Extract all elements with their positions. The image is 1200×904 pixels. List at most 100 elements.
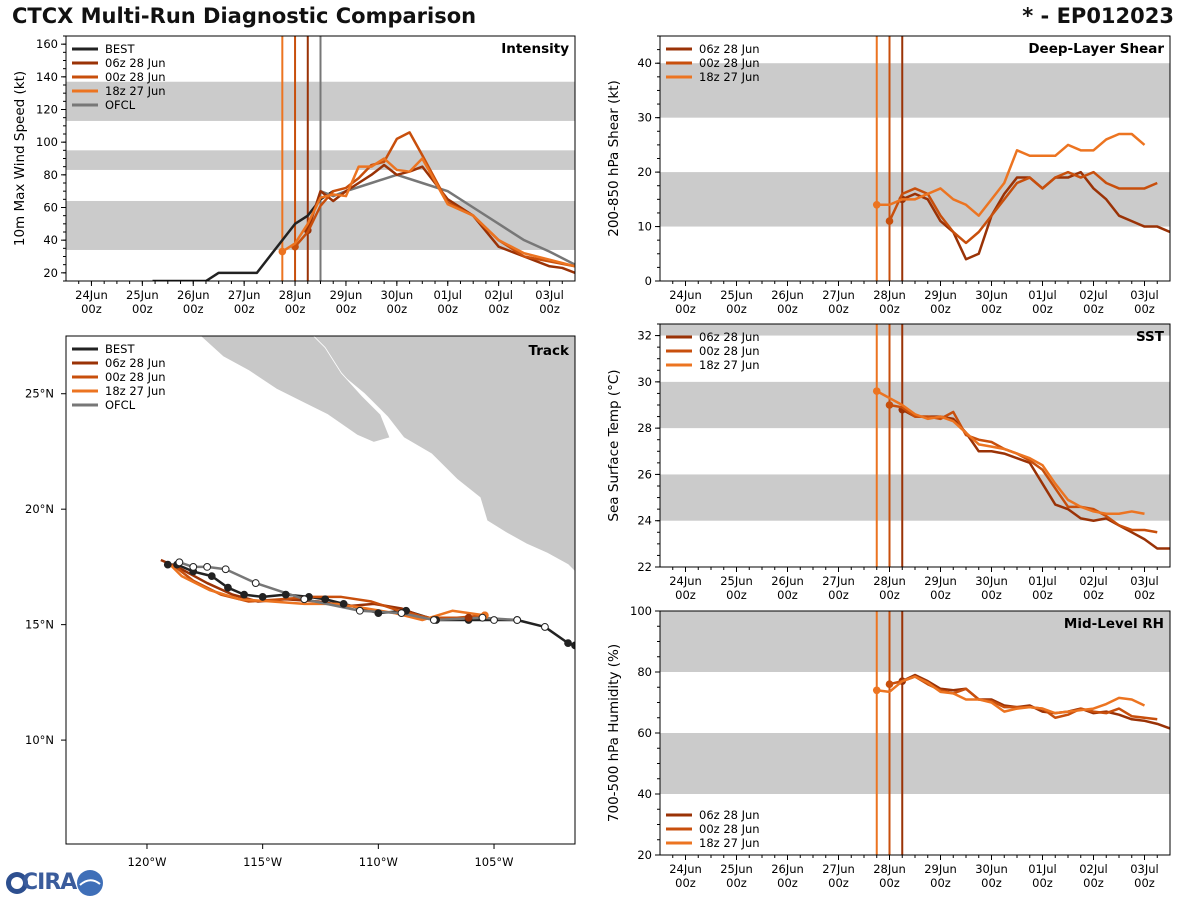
x-tick-day: 01Jul <box>1028 574 1057 588</box>
x-tick-hour: 00z <box>1083 302 1104 316</box>
series-18z-27-jun <box>876 132 1146 217</box>
x-tick-hour: 00z <box>1134 302 1155 316</box>
track-point-best <box>321 595 330 604</box>
x-tick-hour: 00z <box>828 302 849 316</box>
x-tick-hour: 00z <box>981 876 1002 890</box>
x-tick-hour: 00z <box>828 876 849 890</box>
storm-id: * - EP012023 <box>1022 4 1174 28</box>
x-tick-day: 30Jun <box>975 574 1008 588</box>
legend-label-06z-28-jun: 06z 28 Jun <box>699 42 760 56</box>
legend-label-18z-27-jun: 18z 27 Jun <box>105 384 166 398</box>
x-tick-day: 28Jun <box>873 288 906 302</box>
track-point-ofcl <box>251 579 260 587</box>
y-tick-label: 28 <box>637 421 652 435</box>
y-tick-label: 80 <box>43 168 58 182</box>
x-tick-hour: 00z <box>285 302 306 316</box>
track-point-best <box>564 639 572 648</box>
y-tick-label: 0 <box>645 274 652 288</box>
series-18z-27-jun <box>281 157 575 268</box>
x-tick-day: 28Jun <box>279 288 312 302</box>
track-point-ofcl <box>221 565 230 574</box>
init-marker-00z-28-jun <box>885 680 894 688</box>
legend-label-ofcl: OFCL <box>105 398 136 412</box>
x-tick-day: 29Jun <box>924 288 957 302</box>
track-point-best <box>240 590 249 599</box>
band-0 <box>660 474 1170 521</box>
panel-title: Deep-Layer Shear <box>1028 41 1164 57</box>
y-tick-label: 60 <box>43 201 58 215</box>
x-tick-hour: 00z <box>183 302 204 316</box>
x-tick-day: 02Jul <box>1079 862 1108 876</box>
x-tick-day: 02Jul <box>1079 288 1108 302</box>
y-axis-label: Sea Surface Temp (°C) <box>606 369 622 521</box>
baja-california <box>199 336 391 443</box>
y-tick-label: 20 <box>43 266 58 280</box>
x-tick-day: 29Jun <box>924 862 957 876</box>
x-tick-hour: 00z <box>981 588 1002 602</box>
x-tick-hour: 00z <box>1083 588 1104 602</box>
legend-label-00z-28-jun: 00z 28 Jun <box>105 370 166 384</box>
panel-title: Track <box>529 343 570 359</box>
y-tick-label: 30 <box>637 111 652 125</box>
legend-label-best: BEST <box>105 342 135 356</box>
x-tick-hour: 00z <box>726 588 747 602</box>
init-marker-18z-27-jun <box>278 247 287 256</box>
track-point-ofcl <box>429 616 438 624</box>
y-tick-label: 32 <box>637 329 652 343</box>
y-tick-label: 20 <box>637 848 652 862</box>
y-tick-label: 60 <box>637 726 652 740</box>
y-tick-label: 100 <box>630 604 652 618</box>
x-tick-day: 24Jun <box>75 288 108 302</box>
legend-label-00z-28-jun: 00z 28 Jun <box>699 822 760 836</box>
x-tick-hour: 00z <box>879 302 900 316</box>
y-tick-label: 160 <box>36 37 58 51</box>
y-tick-label: 40 <box>637 56 652 70</box>
x-tick-hour: 00z <box>726 302 747 316</box>
track-point-ofcl <box>189 563 198 571</box>
x-tick-day: 01Jul <box>433 288 462 302</box>
x-tick-hour: 00z <box>828 588 849 602</box>
y-tick-label: 20 <box>637 165 652 179</box>
x-tick-hour: 00z <box>675 876 696 890</box>
series-00z-28-jun <box>888 170 1158 245</box>
map-frame <box>65 335 576 845</box>
init-marker-00z-28-jun <box>885 401 894 409</box>
x-tick-day: 27Jun <box>822 574 855 588</box>
x-tick-day: 03Jul <box>535 288 564 302</box>
x-tick-hour: 00z <box>930 302 951 316</box>
track-point-ofcl <box>397 609 406 617</box>
track-point-ofcl <box>300 595 309 604</box>
y-tick-label: 10 <box>637 220 652 234</box>
track-point-ofcl <box>355 606 364 615</box>
y-tick-label: 100 <box>36 135 58 149</box>
lon-tick-label: 120°W <box>127 855 166 869</box>
panel-track: 120°W 115°W 110°W 105°W 10°N 15°N 20°N 25°N Trac… <box>25 335 576 869</box>
y-tick-label: 24 <box>637 514 652 528</box>
legend-label-06z-28-jun: 06z 28 Jun <box>699 808 760 822</box>
x-tick-day: 27Jun <box>228 288 261 302</box>
track-point-best <box>339 599 348 608</box>
x-tick-hour: 00z <box>437 302 458 316</box>
legend-label-best: BEST <box>105 42 135 56</box>
track-point-best <box>258 593 267 601</box>
panel-title: Mid-Level RH <box>1064 616 1164 632</box>
legend-label-00z-28-jun: 00z 28 Jun <box>105 70 166 84</box>
lon-tick-label: 110°W <box>359 855 398 869</box>
y-tick-label: 26 <box>637 467 652 481</box>
x-tick-day: 26Jun <box>177 288 210 302</box>
x-tick-day: 24Jun <box>669 862 702 876</box>
x-tick-hour: 00z <box>488 302 509 316</box>
mexico-mainland <box>306 336 575 573</box>
x-tick-day: 26Jun <box>771 862 804 876</box>
lat-tick-label: 25°N <box>25 387 54 401</box>
x-tick-hour: 00z <box>1083 876 1104 890</box>
x-tick-day: 25Jun <box>126 288 159 302</box>
track-point-ofcl <box>203 563 212 571</box>
y-axis-label: 10m Max Wind Speed (kt) <box>12 71 28 246</box>
legend-label-18z-27-jun: 18z 27 Jun <box>699 70 760 84</box>
x-tick-day: 27Jun <box>822 288 855 302</box>
x-tick-day: 01Jul <box>1028 288 1057 302</box>
